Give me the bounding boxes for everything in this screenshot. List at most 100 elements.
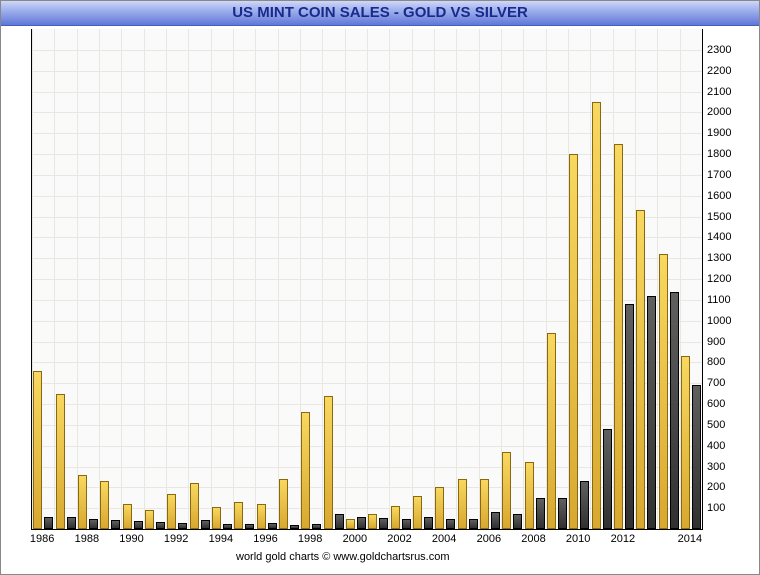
bar-silver [89,519,98,529]
y-tick-label: 1500 [707,211,731,223]
x-tick-label: 2004 [432,533,456,545]
y-tick-label: 500 [707,419,725,431]
bar-silver [379,518,388,529]
bar-silver [357,517,366,530]
y-tick-label: 1100 [707,294,731,306]
bar-gold [659,254,668,529]
y-tick-label: 1900 [707,127,731,139]
grid-line-v [389,29,390,529]
bar-gold [547,333,556,529]
bar-gold [234,502,243,529]
bar-gold [167,494,176,529]
grid-line-v [300,29,301,529]
bar-gold [368,514,377,529]
bar-silver [156,522,165,529]
x-tick-label: 2002 [387,533,411,545]
bar-silver [424,517,433,530]
grid-line-v [479,29,480,529]
bar-silver [67,517,76,530]
bar-gold [78,475,87,529]
y-tick-label: 200 [707,481,725,493]
bar-gold [636,210,645,529]
grid-line-v [412,29,413,529]
bar-silver [178,523,187,529]
bar-gold [56,394,65,529]
y-tick-label: 900 [707,336,725,348]
bar-gold [502,452,511,529]
bar-silver [580,481,589,529]
y-tick-label: 2000 [707,106,731,118]
bar-gold [123,504,132,529]
bar-gold [681,356,690,529]
bar-silver [335,514,344,529]
y-tick-label: 1800 [707,148,731,160]
bar-gold [391,506,400,529]
bar-gold [212,507,221,529]
bar-gold [301,412,310,529]
x-tick-label: 1998 [298,533,322,545]
x-tick-label: 1992 [164,533,188,545]
bar-gold [592,102,601,529]
bar-gold [324,396,333,529]
x-tick-label: 2000 [343,533,367,545]
bar-silver [223,524,232,529]
grid-line-v [233,29,234,529]
grid-line-v [613,29,614,529]
bar-silver [670,292,679,530]
x-tick-label: 1996 [253,533,277,545]
bar-silver [469,519,478,529]
grid-line-v [434,29,435,529]
bar-silver [268,523,277,529]
chart-title: US MINT COIN SALES - GOLD VS SILVER [1,1,759,26]
y-tick-label: 1000 [707,315,731,327]
y-tick-label: 1700 [707,169,731,181]
y-tick-label: 2300 [707,44,731,56]
y-tick-label: 800 [707,356,725,368]
bar-gold [458,479,467,529]
bar-silver [625,304,634,529]
bar-gold [190,483,199,529]
grid-line-v [322,29,323,529]
bar-silver [647,296,656,529]
bar-gold [413,496,422,529]
y-tick-label: 400 [707,440,725,452]
grid-line-v [657,29,658,529]
x-tick-label: 1994 [209,533,233,545]
bar-gold [480,479,489,529]
grid-line-v [166,29,167,529]
bar-gold [33,371,42,529]
bar-gold [525,462,534,529]
y-tick-label: 100 [707,502,725,514]
grid-line-v [54,29,55,529]
bar-gold [279,479,288,529]
grid-line-v [635,29,636,529]
y-tick-label: 1400 [707,231,731,243]
bar-silver [245,524,254,529]
grid-line-v [211,29,212,529]
grid-line-v [188,29,189,529]
x-tick-label: 2010 [566,533,590,545]
bar-silver [603,429,612,529]
bar-silver [312,524,321,529]
y-tick-label: 700 [707,377,725,389]
bar-gold [145,510,154,529]
footer-credit: world gold charts © www.goldchartsrus.co… [236,551,450,563]
grid-line-v [523,29,524,529]
y-tick-label: 1600 [707,190,731,202]
x-tick-label: 1986 [30,533,54,545]
grid-line-v [680,29,681,529]
bar-silver [513,514,522,529]
chart-container: US MINT COIN SALES - GOLD VS SILVER Doll… [0,0,760,575]
x-tick-label: 1990 [119,533,143,545]
bar-gold [435,487,444,529]
grid-line-v [568,29,569,529]
x-tick-label: 2008 [521,533,545,545]
x-tick-label: 2006 [477,533,501,545]
y-tick-label: 300 [707,461,725,473]
grid-line-v [99,29,100,529]
bar-silver [111,520,120,529]
grid-line-v [255,29,256,529]
bar-silver [44,517,53,530]
plot-area [31,29,703,530]
y-tick-label: 2200 [707,65,731,77]
